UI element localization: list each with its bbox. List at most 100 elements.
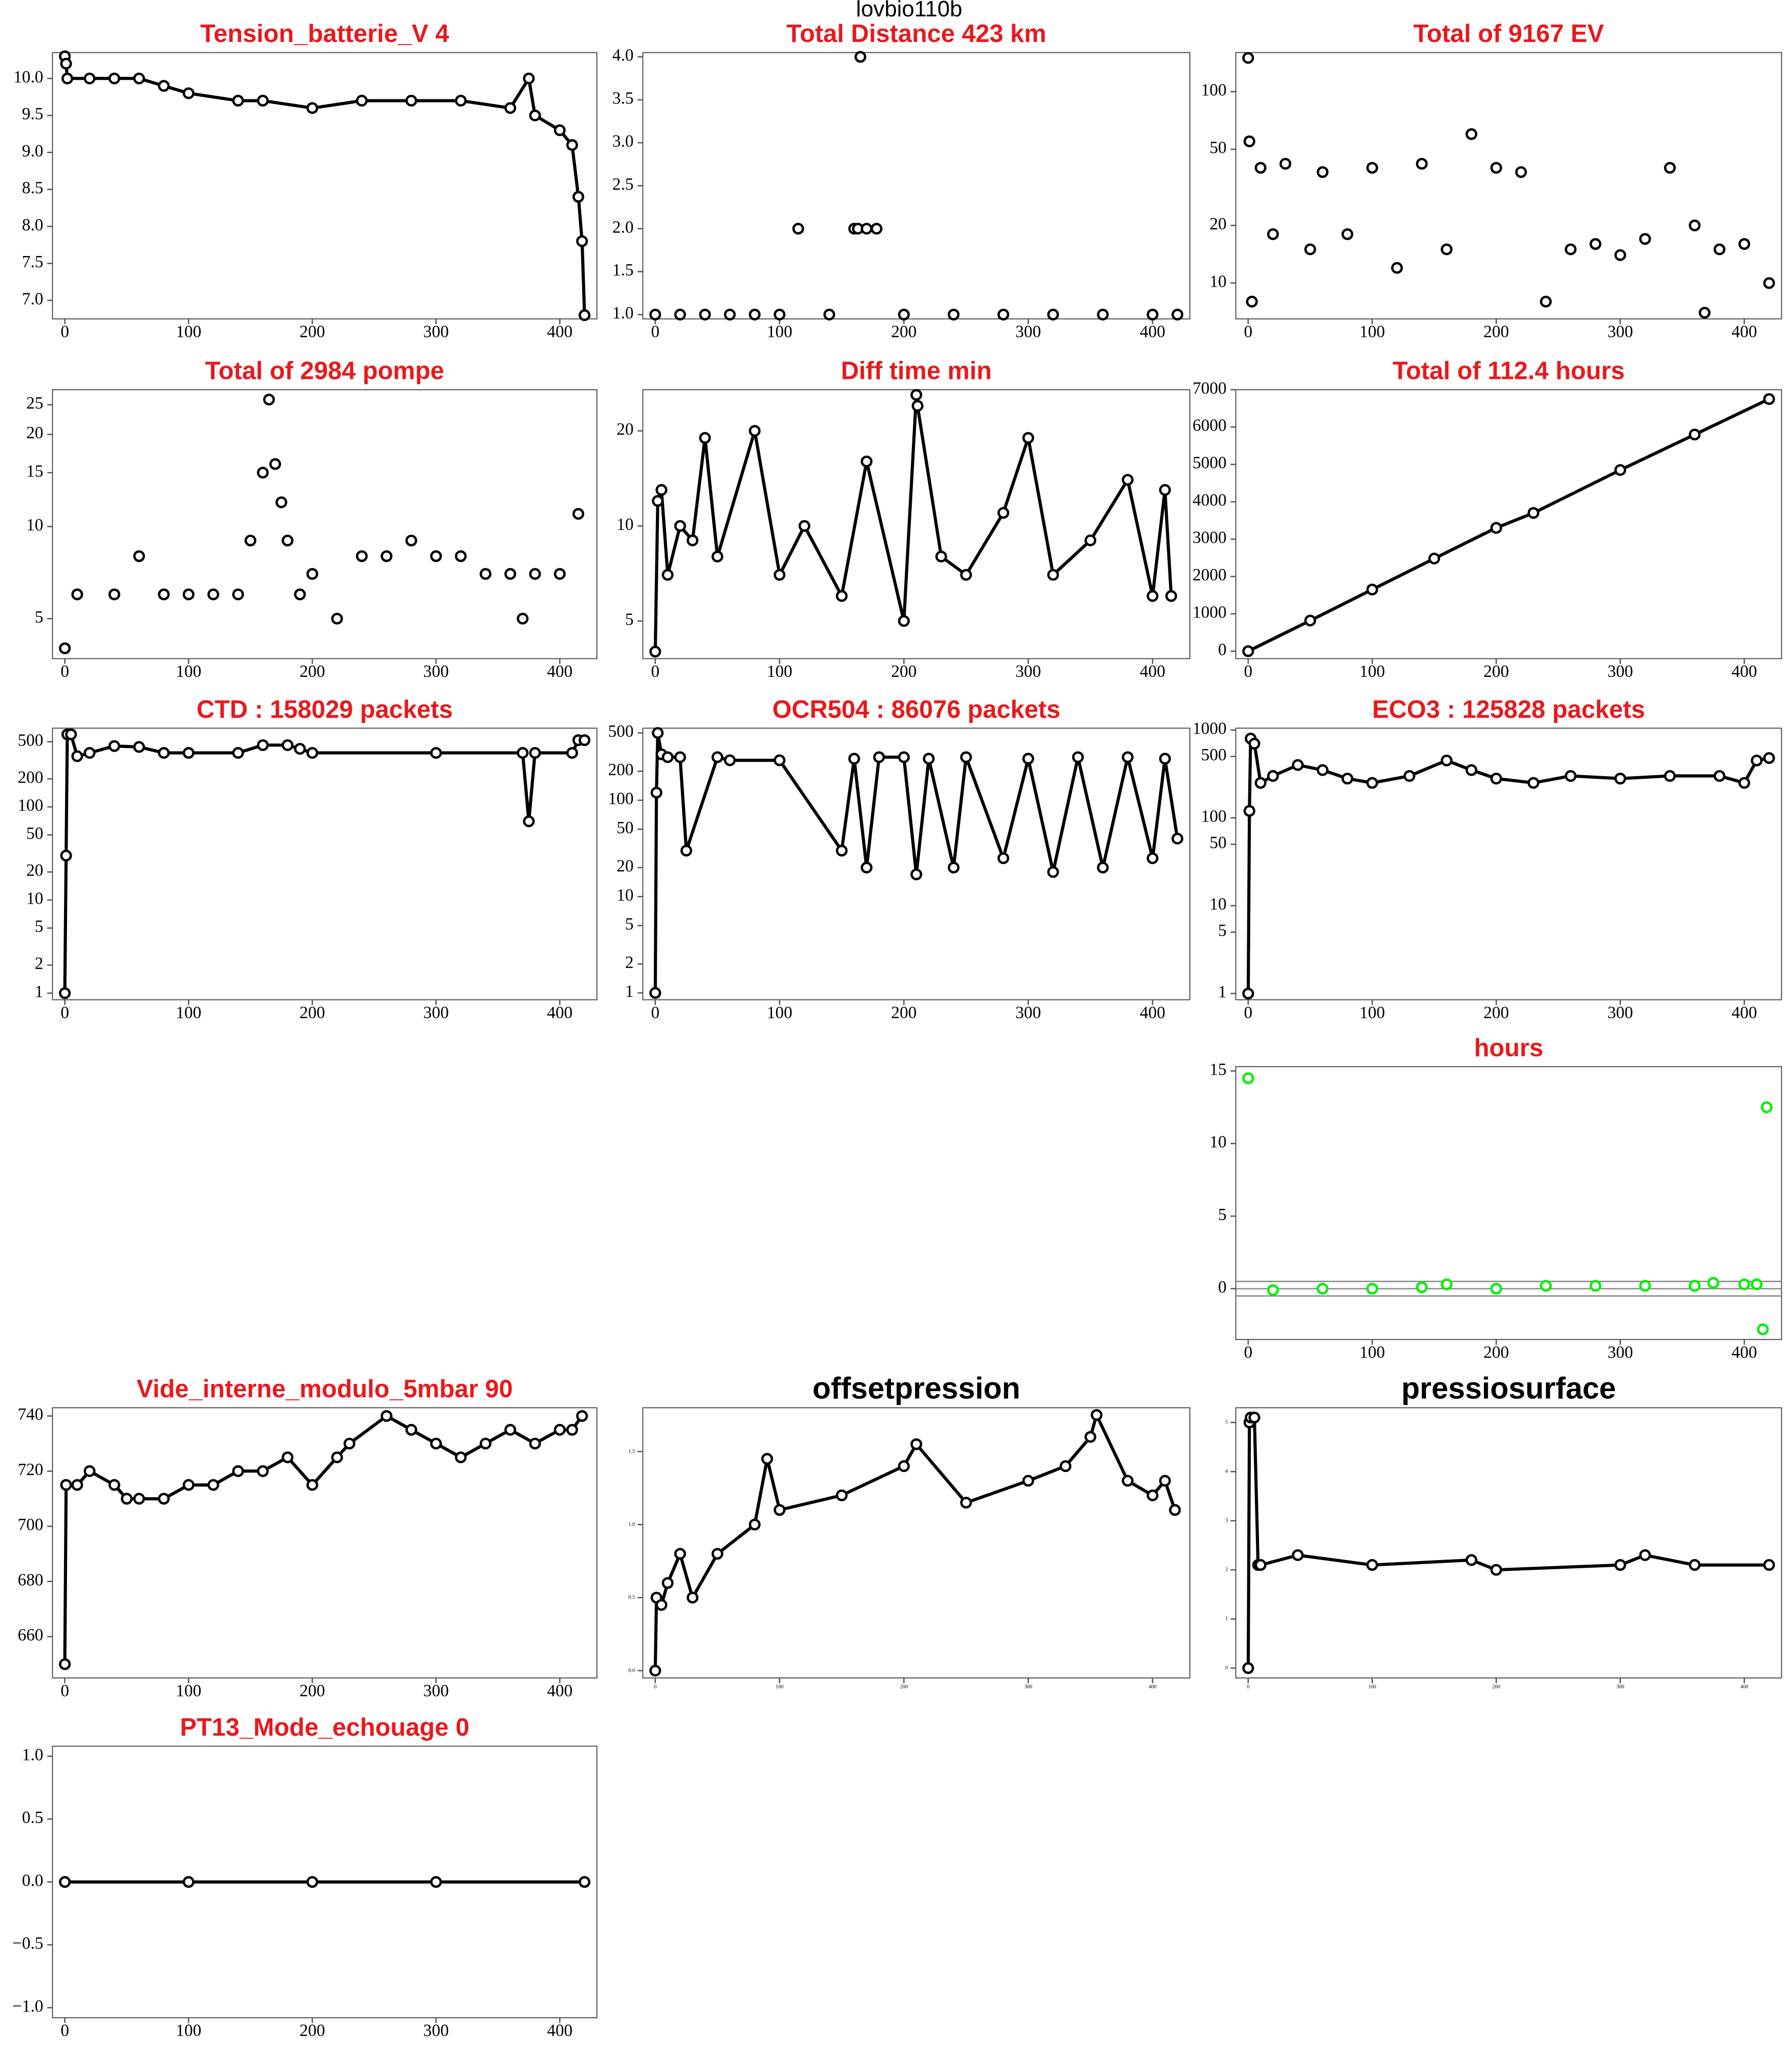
y-tick-label: 5 — [1218, 921, 1227, 940]
data-line — [653, 1411, 1177, 1671]
data-point — [108, 588, 120, 601]
chart-title: hours — [1474, 1034, 1543, 1062]
x-tick-label: 100 — [1359, 1343, 1385, 1362]
x-tick-label: 100 — [767, 1003, 793, 1022]
data-point — [1171, 833, 1184, 845]
y-tick-label: −0.5 — [12, 1934, 43, 1953]
data-point — [207, 588, 220, 601]
data-point — [649, 646, 662, 658]
y-tick-label: 1 — [1218, 983, 1227, 1001]
data-point — [1047, 866, 1059, 878]
data-point — [870, 223, 883, 235]
x-tick-label: 400 — [547, 1003, 572, 1022]
x-tick-label: 0 — [654, 1684, 656, 1690]
data-point — [749, 425, 761, 437]
y-tick-label: 4.0 — [612, 46, 634, 65]
y-tick-label: 9.0 — [22, 141, 44, 160]
data-point — [1072, 751, 1084, 763]
data-point — [1428, 552, 1440, 565]
data-point — [282, 535, 294, 547]
data-point — [761, 1453, 773, 1465]
data-point — [1097, 308, 1109, 321]
y-tick-label: 2.5 — [612, 175, 634, 194]
data-point — [662, 569, 674, 581]
data-point — [1022, 753, 1034, 765]
data-point — [1403, 770, 1416, 782]
data-point — [1738, 238, 1751, 250]
data-point — [405, 95, 417, 107]
data-point — [182, 87, 195, 99]
x-tick-label: 200 — [300, 662, 325, 681]
data-point — [306, 102, 318, 114]
y-tick-label: 5 — [625, 610, 634, 629]
data-point — [1084, 1431, 1097, 1443]
panel: Vide_interne_modulo_5mbar 90 0 100 200 300 40… — [18, 1375, 598, 1700]
data-point — [566, 1424, 579, 1436]
x-tick-label: 200 — [891, 1003, 916, 1022]
data-point — [1713, 243, 1725, 255]
data-point — [1366, 1283, 1378, 1295]
panel: pressiosurface 0 100 200 300 400 0 1 2 3 4 5 — [1225, 1372, 1782, 1690]
y-tick-label: 15 — [26, 462, 43, 481]
data-point — [257, 1465, 269, 1477]
data-point — [1763, 393, 1775, 405]
y-tick-label: 4 — [1225, 1469, 1228, 1475]
data-point — [749, 308, 761, 321]
x-tick-label: 400 — [1740, 1684, 1748, 1690]
data-point — [997, 852, 1010, 864]
data-point — [572, 190, 585, 203]
y-tick-label: 0 — [1218, 640, 1227, 659]
x-tick-label: 0 — [651, 662, 659, 681]
chart-title: Total of 9167 EV — [1413, 20, 1604, 48]
y-tick-label: 1.5 — [612, 261, 634, 280]
y-tick-label: 2 — [625, 953, 634, 972]
x-tick-label: 100 — [767, 323, 793, 342]
y-tick-label: 720 — [18, 1460, 44, 1479]
x-tick-label: 0 — [1244, 1003, 1253, 1022]
y-tick-label: 5 — [35, 608, 44, 627]
data-point — [699, 432, 711, 444]
x-tick-label: 300 — [1616, 1684, 1624, 1690]
data-point — [1713, 770, 1725, 782]
data-point — [1738, 777, 1751, 789]
data-point — [1689, 1279, 1701, 1292]
figure-title: lovbio110b — [856, 0, 962, 22]
y-tick-label: 15 — [1209, 1060, 1226, 1079]
data-point — [723, 308, 736, 321]
data-point — [294, 743, 306, 755]
chart-title: ECO3 : 125828 packets — [1372, 696, 1645, 723]
data-point — [1146, 852, 1159, 864]
y-tick-label: 10 — [26, 516, 43, 535]
data-point — [749, 1519, 761, 1531]
y-tick-label: 9.5 — [22, 104, 44, 123]
data-point — [898, 308, 910, 321]
data-point — [182, 1479, 195, 1491]
y-tick-label: 20 — [26, 423, 43, 442]
x-tick-label: 300 — [423, 1003, 449, 1022]
data-point — [1097, 861, 1109, 874]
data-point — [1121, 751, 1134, 763]
x-tick-label: 0 — [1244, 323, 1253, 342]
y-tick-label: 10 — [1209, 895, 1226, 914]
x-tick-label: 200 — [1483, 1003, 1509, 1022]
data-point — [158, 80, 170, 92]
data-point — [529, 109, 541, 122]
data-point — [232, 1465, 244, 1477]
data-line — [63, 733, 585, 993]
data-point — [517, 612, 529, 625]
data-point — [649, 1665, 662, 1677]
data-point — [1639, 1279, 1651, 1292]
data-point — [60, 57, 72, 70]
data-point — [1440, 243, 1453, 255]
y-tick-label: 25 — [26, 394, 43, 413]
data-point — [1243, 805, 1255, 817]
x-tick-label: 0 — [60, 2021, 69, 2040]
data-point — [1589, 1279, 1602, 1292]
plot-frame — [1235, 1407, 1782, 1679]
data-point — [244, 535, 257, 547]
x-tick-label: 300 — [1608, 1003, 1633, 1022]
data-point — [1465, 764, 1478, 776]
data-point — [1763, 752, 1775, 764]
